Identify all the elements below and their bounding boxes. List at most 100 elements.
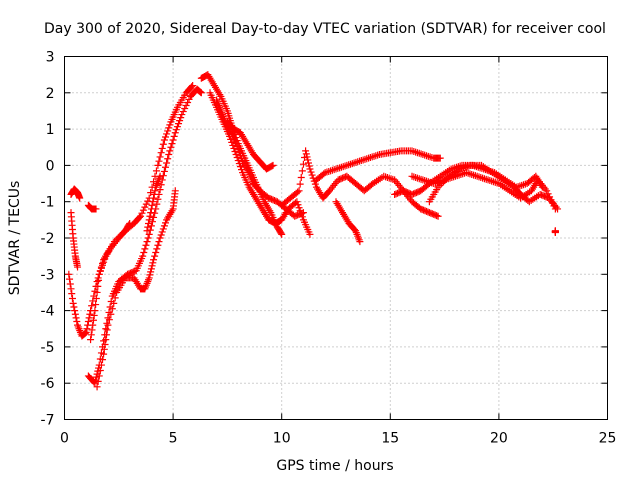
data-point — [158, 144, 166, 152]
data-point — [551, 229, 559, 237]
data-point — [415, 149, 423, 157]
data-point — [145, 230, 153, 238]
data-point — [150, 213, 158, 221]
chart-title: Day 300 of 2020, Sidereal Day-to-day VTE… — [44, 21, 606, 37]
data-point — [382, 173, 390, 181]
data-point — [107, 310, 115, 318]
data-point — [345, 161, 353, 169]
data-point — [385, 174, 393, 182]
data-point — [135, 213, 143, 221]
data-point — [177, 114, 185, 122]
data-point — [166, 147, 174, 155]
data-point — [426, 153, 434, 161]
data-point — [304, 159, 312, 167]
y-tick-label: -6 — [41, 376, 55, 392]
data-point — [93, 288, 101, 296]
x-tick-label: 0 — [60, 431, 69, 447]
data-point — [176, 117, 184, 125]
data-point — [293, 198, 301, 206]
data-point — [153, 200, 161, 208]
data-point — [268, 162, 276, 170]
data-point — [466, 170, 474, 178]
data-point — [108, 305, 116, 313]
data-point — [415, 175, 423, 183]
data-point — [297, 174, 305, 181]
data-point — [102, 325, 110, 333]
data-point — [334, 164, 342, 172]
data-point — [89, 316, 97, 324]
data-point — [65, 270, 73, 278]
x-axis-label: GPS time / hours — [276, 458, 393, 474]
data-point — [341, 162, 349, 170]
data-point — [480, 175, 488, 183]
data-point — [97, 264, 105, 272]
data-point — [83, 325, 91, 333]
data-point — [327, 167, 335, 175]
data-point — [197, 89, 205, 97]
data-point — [368, 153, 376, 161]
data-point — [359, 156, 367, 164]
data-point — [311, 180, 319, 188]
data-point — [484, 176, 492, 184]
data-point — [413, 174, 421, 182]
data-point — [87, 336, 95, 344]
data-point — [302, 150, 310, 158]
data-point — [138, 209, 146, 217]
data-point — [179, 108, 187, 116]
data-point — [152, 249, 160, 257]
data-point — [110, 299, 118, 307]
data-point — [482, 175, 490, 183]
y-tick-label: -1 — [41, 195, 55, 211]
data-point — [139, 206, 147, 214]
data-point — [104, 321, 112, 329]
data-point — [99, 356, 107, 364]
data-point — [413, 149, 421, 157]
data-point — [167, 143, 175, 151]
data-point — [137, 212, 145, 220]
data-point — [86, 310, 94, 318]
data-point — [139, 252, 147, 260]
data-point — [410, 173, 418, 181]
data-point — [69, 299, 77, 307]
data-point — [88, 326, 96, 334]
data-point — [148, 201, 156, 209]
data-point — [95, 270, 103, 278]
data-point — [233, 143, 241, 151]
y-tick-label: -2 — [41, 231, 55, 247]
data-point — [101, 340, 109, 348]
data-point — [298, 167, 306, 175]
data-point — [158, 228, 166, 236]
data-point — [100, 350, 108, 358]
data-point — [363, 155, 371, 163]
data-point — [159, 172, 167, 180]
data-point — [477, 174, 485, 181]
data-point — [149, 259, 157, 267]
data-point — [89, 297, 97, 305]
data-point — [143, 238, 151, 246]
data-point — [144, 223, 152, 231]
data-point — [150, 190, 158, 198]
data-point — [103, 326, 111, 334]
data-point — [88, 302, 96, 310]
x-tick-label: 20 — [490, 431, 508, 447]
data-point — [153, 245, 161, 253]
data-point — [156, 234, 164, 242]
data-point — [92, 295, 100, 302]
data-point — [93, 383, 101, 391]
data-point — [157, 231, 165, 239]
x-tick-label: 5 — [169, 431, 178, 447]
data-point — [173, 123, 181, 131]
data-point — [151, 187, 159, 195]
data-point — [71, 310, 79, 318]
data-point — [175, 120, 183, 128]
data-point — [147, 268, 155, 276]
data-point — [148, 262, 156, 270]
data-point — [238, 166, 246, 174]
data-point — [87, 331, 95, 339]
data-point — [352, 158, 360, 166]
data-point — [410, 147, 418, 155]
data-point — [67, 285, 75, 293]
data-point — [436, 154, 444, 162]
data-point — [488, 177, 496, 185]
data-point — [105, 308, 113, 316]
